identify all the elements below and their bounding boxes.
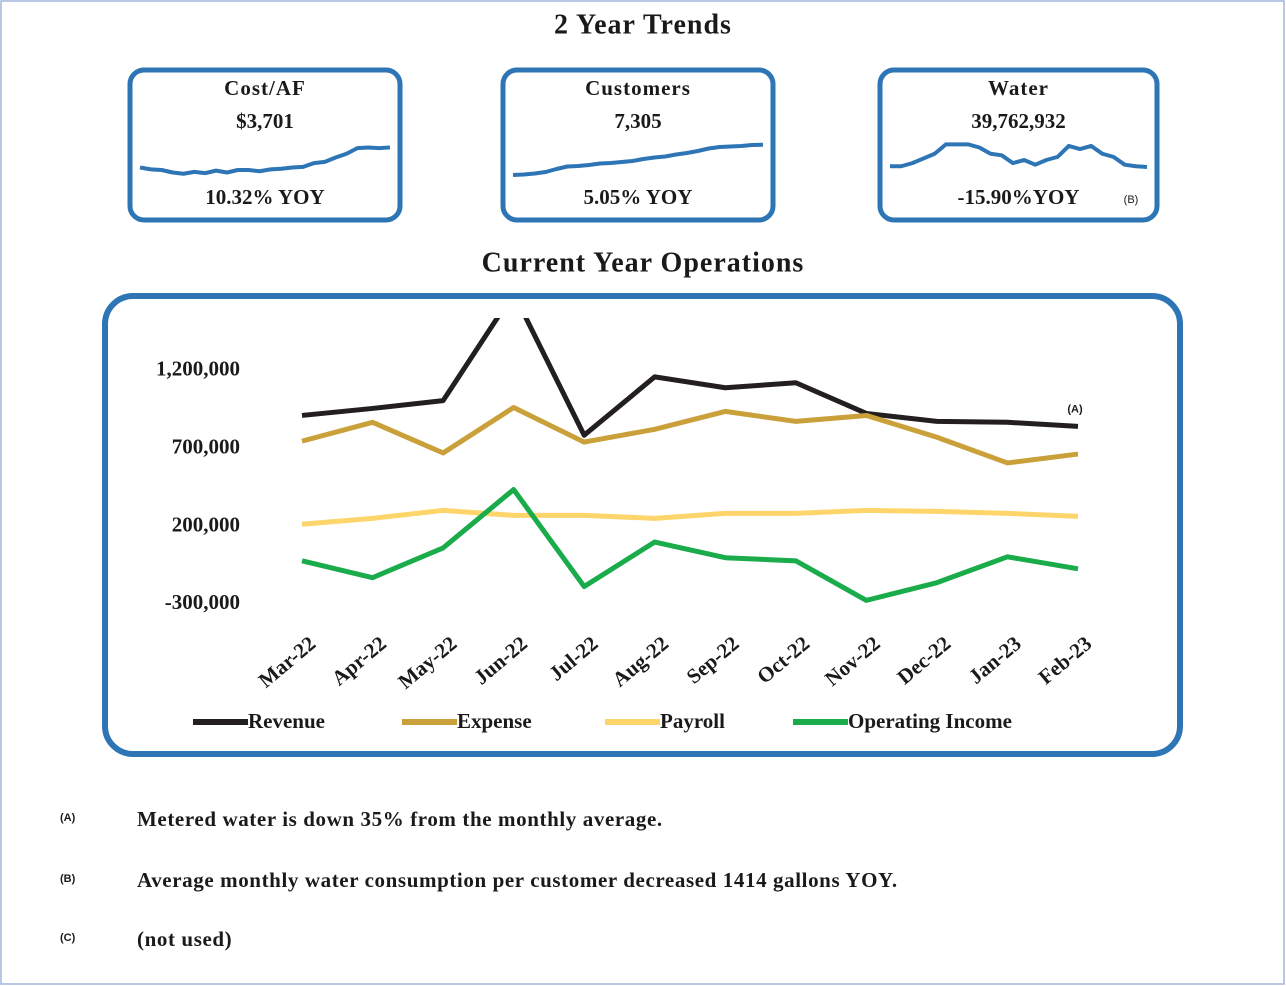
x-tick-label: May-22 [393, 631, 461, 694]
annotation: (A) [1067, 403, 1083, 415]
x-tick-label: Nov-22 [820, 631, 885, 691]
card-yoy: 5.05% YOY [584, 185, 693, 209]
footnote-marker: (B) [60, 873, 76, 885]
x-tick-label: Feb-23 [1034, 631, 1097, 689]
footnote-marker: (C) [60, 932, 76, 944]
card [500, 67, 776, 223]
x-tick-label: Aug-22 [608, 631, 673, 691]
card [127, 67, 403, 223]
x-tick-label: Jan-23 [964, 631, 1026, 688]
card-yoy: -15.90%YOY [958, 185, 1080, 209]
card-value: 7,305 [614, 109, 661, 133]
chart-frame [102, 293, 1183, 757]
chart-title: Current Year Operations [482, 247, 805, 278]
series-line [301, 318, 1079, 438]
y-tick-label: 700,000 [172, 435, 240, 459]
card-title: Cost/AF [224, 76, 306, 100]
plot-area [301, 318, 1079, 603]
x-tick-label: Mar-22 [254, 631, 321, 692]
legend-label: Revenue [248, 709, 325, 733]
x-tick-label: Jun-22 [469, 631, 532, 689]
x-tick-label: Apr-22 [327, 631, 391, 690]
x-tick-label: Oct-22 [752, 631, 814, 688]
x-tick-label: Dec-22 [892, 631, 955, 689]
series-line [301, 487, 1079, 603]
x-tick-label: Jul-22 [544, 631, 602, 685]
card-value: $3,701 [236, 109, 294, 133]
sparkline [139, 145, 391, 176]
card-note: (B) [1124, 194, 1139, 206]
card-yoy: 10.32% YOY [205, 185, 324, 209]
y-tick-label: 200,000 [172, 512, 240, 536]
sparkline [512, 142, 764, 177]
footnote-marker: (A) [60, 812, 76, 824]
legend-label: Expense [457, 709, 532, 733]
x-tick-label: Sep-22 [682, 631, 744, 688]
footnote-text: Metered water is down 35% from the month… [137, 807, 663, 831]
sparkline [890, 142, 1148, 169]
y-tick-label: -300,000 [165, 590, 240, 614]
card-value: 39,762,932 [971, 109, 1066, 133]
series-line [301, 405, 1079, 466]
y-tick-label: 1,200,000 [156, 357, 240, 381]
legend-label: Operating Income [848, 709, 1012, 733]
series-line [301, 507, 1079, 527]
legend-label: Payroll [660, 709, 725, 733]
footnote-text: (not used) [137, 927, 232, 951]
footnote-text: Average monthly water consumption per cu… [137, 868, 898, 892]
page-title: 2 Year Trends [554, 9, 732, 40]
card-title: Water [988, 76, 1049, 100]
card [877, 67, 1160, 223]
card-title: Customers [585, 76, 691, 100]
